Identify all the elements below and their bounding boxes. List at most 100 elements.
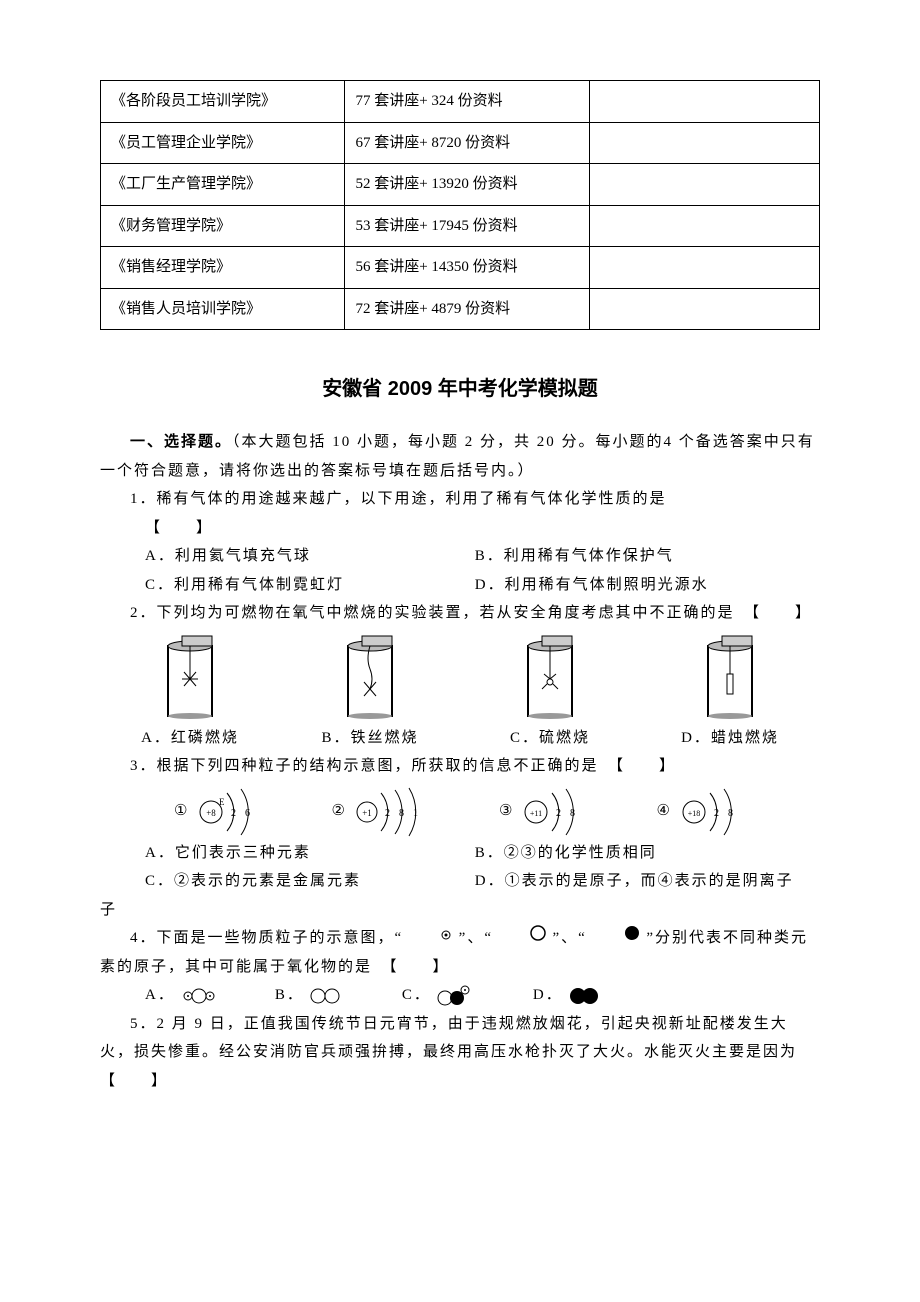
q3-item: ④ +18 2 8: [657, 787, 746, 837]
molecule-icon: [308, 986, 342, 1006]
svg-text:E: E: [219, 797, 225, 807]
course-empty: [589, 288, 819, 330]
q3-diagrams: ① +8 2 6 E ② +1 2 8 1 ③ +11 2 8 ④: [100, 787, 820, 837]
course-name: 《工厂生产管理学院》: [101, 164, 345, 206]
molecule-icon: [435, 984, 473, 1008]
q2-opt-a: A．红磷燃烧: [100, 724, 280, 753]
course-empty: [589, 122, 819, 164]
course-desc: 53 套讲座+ 17945 份资料: [345, 205, 589, 247]
q4-stem: 4．下面是一些物质粒子的示意图，“ ”、“ ”、“ ”分别代表不同种类元素的原子…: [100, 924, 820, 981]
q3-opt-c: C．②表示的元素是金属元素: [145, 867, 469, 896]
q4-opt-b-label: B．: [275, 981, 304, 1010]
q4-opt-c: C．: [402, 981, 473, 1010]
q3-num-1: ①: [174, 797, 187, 826]
q4-text-1: 4．下面是一些物质粒子的示意图，“: [130, 930, 403, 946]
svg-text:8: 8: [728, 808, 733, 819]
q3-row1: A．它们表示三种元素 B．②③的化学性质相同: [145, 839, 820, 868]
open-circle-icon: [499, 924, 547, 953]
q3-num-4: ④: [657, 797, 670, 826]
q1-opt-c: C．利用稀有气体制霓虹灯: [145, 571, 469, 600]
course-empty: [589, 81, 819, 123]
q3-stem: 3．根据下列四种粒子的结构示意图，所获取的信息不正确的是 【 】: [100, 752, 820, 781]
q4-opt-d: D．: [533, 981, 601, 1010]
table-row: 《销售人员培训学院》 72 套讲座+ 4879 份资料: [101, 288, 820, 330]
q2-opt-b: B．铁丝燃烧: [280, 724, 460, 753]
atom-icon: +1 2 8 1: [351, 787, 431, 837]
course-table: 《各阶段员工培训学院》 77 套讲座+ 324 份资料 《员工管理企业学院》 6…: [100, 80, 820, 330]
svg-text:+8: +8: [207, 808, 217, 818]
exam-title: 安徽省 2009 年中考化学模拟题: [100, 370, 820, 408]
course-name: 《员工管理企业学院》: [101, 122, 345, 164]
q4-options: A． B． C． D．: [145, 981, 820, 1010]
q1-bracket: 【 】: [100, 514, 820, 543]
jar-icon: [694, 634, 766, 722]
q4-opt-b: B．: [275, 981, 342, 1010]
q3-item: ③ +11 2 8: [499, 787, 588, 837]
svg-text:8: 8: [399, 808, 404, 819]
q3-num-3: ③: [499, 797, 512, 826]
svg-text:2: 2: [231, 808, 236, 819]
small-dot-icon: [409, 924, 453, 953]
atom-icon: +11 2 8: [518, 787, 588, 837]
svg-text:2: 2: [385, 808, 390, 819]
course-desc: 72 套讲座+ 4879 份资料: [345, 288, 589, 330]
q3-opt-d: D．①表示的是原子，而④表示的是阴离子: [475, 873, 794, 889]
table-row: 《销售经理学院》 56 套讲座+ 14350 份资料: [101, 247, 820, 289]
course-empty: [589, 205, 819, 247]
table-row: 《工厂生产管理学院》 52 套讲座+ 13920 份资料: [101, 164, 820, 206]
q1-opt-d: D．利用稀有气体制照明光源水: [475, 577, 709, 593]
q3-opt-b: B．②③的化学性质相同: [475, 845, 657, 861]
q2-stem: 2．下列均为可燃物在氧气中燃烧的实验装置，若从安全角度考虑其中不正确的是 【 】: [100, 599, 820, 628]
svg-text:8: 8: [570, 808, 575, 819]
q1-opt-a: A．利用氦气填充气球: [145, 542, 469, 571]
q5-stem: 5．2 月 9 日，正值我国传统节日元宵节，由于违规燃放烟花，引起央视新址配楼发…: [100, 1010, 820, 1096]
q2-labels: A．红磷燃烧 B．铁丝燃烧 C．硫燃烧 D．蜡烛燃烧: [100, 724, 820, 753]
svg-text:+11: +11: [530, 809, 542, 818]
course-desc: 77 套讲座+ 324 份资料: [345, 81, 589, 123]
q2-diagrams: [100, 634, 820, 722]
q1-stem: 1．稀有气体的用途越来越广，以下用途，利用了稀有气体化学性质的是: [100, 485, 820, 514]
q4-opt-a: A．: [145, 981, 215, 1010]
q4-opt-a-label: A．: [145, 981, 175, 1010]
q4-text-3: ”、“: [553, 930, 587, 946]
section-1-heading: 一、选择题。（本大题包括 10 小题，每小题 2 分，共 20 分。每小题的4 …: [100, 428, 820, 485]
q4-opt-d-label: D．: [533, 981, 563, 1010]
table-row: 《员工管理企业学院》 67 套讲座+ 8720 份资料: [101, 122, 820, 164]
q2-opt-c: C．硫燃烧: [460, 724, 640, 753]
jar-icon: [334, 634, 406, 722]
course-desc: 52 套讲座+ 13920 份资料: [345, 164, 589, 206]
course-name: 《各阶段员工培训学院》: [101, 81, 345, 123]
svg-text:+18: +18: [688, 809, 701, 818]
course-name: 《销售经理学院》: [101, 247, 345, 289]
q3-opt-d-tail: 子: [100, 896, 820, 925]
filled-circle-icon: [593, 924, 641, 953]
svg-text:6: 6: [245, 808, 250, 819]
q3-opt-a: A．它们表示三种元素: [145, 839, 469, 868]
q4-text-2: ”、“: [459, 930, 493, 946]
svg-text:2: 2: [556, 808, 561, 819]
atom-icon: +18 2 8: [676, 787, 746, 837]
course-desc: 56 套讲座+ 14350 份资料: [345, 247, 589, 289]
q4-opt-c-label: C．: [402, 981, 431, 1010]
svg-text:1: 1: [413, 808, 418, 819]
q3-num-2: ②: [332, 797, 345, 826]
q1-row1: A．利用氦气填充气球 B．利用稀有气体作保护气: [145, 542, 820, 571]
q3-row2: C．②表示的元素是金属元素 D．①表示的是原子，而④表示的是阴离子: [145, 867, 820, 896]
q1-opt-b: B．利用稀有气体作保护气: [475, 548, 674, 564]
course-empty: [589, 247, 819, 289]
table-row: 《财务管理学院》 53 套讲座+ 17945 份资料: [101, 205, 820, 247]
jar-icon: [514, 634, 586, 722]
svg-text:+1: +1: [362, 808, 372, 818]
jar-icon: [154, 634, 226, 722]
q3-item: ① +8 2 6 E: [174, 787, 263, 837]
svg-text:2: 2: [714, 808, 719, 819]
molecule-icon: [179, 986, 215, 1006]
course-name: 《财务管理学院》: [101, 205, 345, 247]
table-row: 《各阶段员工培训学院》 77 套讲座+ 324 份资料: [101, 81, 820, 123]
q3-item: ② +1 2 8 1: [332, 787, 431, 837]
course-desc: 67 套讲座+ 8720 份资料: [345, 122, 589, 164]
q1-row2: C．利用稀有气体制霓虹灯 D．利用稀有气体制照明光源水: [145, 571, 820, 600]
atom-icon: +8 2 6 E: [193, 787, 263, 837]
course-empty: [589, 164, 819, 206]
course-name: 《销售人员培训学院》: [101, 288, 345, 330]
